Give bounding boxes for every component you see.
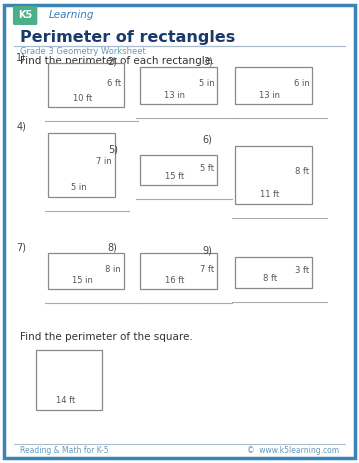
- Text: 15 ft: 15 ft: [165, 172, 185, 181]
- Text: 7 ft: 7 ft: [200, 265, 214, 274]
- Text: ©  www.k5learning.com: © www.k5learning.com: [247, 446, 339, 456]
- Text: 6): 6): [203, 135, 213, 145]
- Text: 3 ft: 3 ft: [295, 266, 309, 275]
- Text: Find the perimeter of the square.: Find the perimeter of the square.: [20, 332, 192, 342]
- Text: Find the perimeter of each rectangle.: Find the perimeter of each rectangle.: [20, 56, 214, 66]
- Text: 14 ft: 14 ft: [56, 396, 75, 405]
- Text: K5: K5: [18, 10, 32, 20]
- Text: 16 ft: 16 ft: [165, 276, 185, 285]
- FancyBboxPatch shape: [13, 6, 37, 25]
- Text: 9): 9): [203, 245, 213, 256]
- Text: 3): 3): [203, 56, 213, 66]
- Bar: [235, 257, 312, 288]
- Text: 13 in: 13 in: [164, 91, 185, 100]
- Bar: [48, 133, 115, 197]
- Bar: [140, 253, 217, 289]
- Text: 8 in: 8 in: [105, 265, 121, 274]
- Text: 8): 8): [108, 242, 118, 252]
- Text: 5): 5): [108, 144, 118, 154]
- Text: 7): 7): [16, 242, 26, 252]
- Text: 13 in: 13 in: [260, 91, 280, 100]
- Text: 5 ft: 5 ft: [200, 164, 214, 173]
- Text: 8 ft: 8 ft: [263, 275, 277, 283]
- Text: Learning: Learning: [48, 10, 94, 20]
- Text: 2): 2): [108, 56, 118, 66]
- Text: 5 in: 5 in: [70, 183, 86, 192]
- Text: Reading & Math for K-5: Reading & Math for K-5: [20, 446, 108, 456]
- Text: 7 in: 7 in: [96, 157, 112, 166]
- Text: 10 ft: 10 ft: [73, 94, 92, 103]
- Text: 6 in: 6 in: [294, 79, 309, 88]
- Text: 5 in: 5 in: [199, 79, 214, 88]
- Bar: [48, 253, 124, 289]
- Text: Perimeter of rectangles: Perimeter of rectangles: [20, 31, 235, 45]
- Text: 8 ft: 8 ft: [295, 168, 309, 176]
- Bar: [235, 146, 312, 204]
- Text: 15 in: 15 in: [72, 276, 93, 285]
- Text: 6 ft: 6 ft: [107, 79, 121, 88]
- Text: 4): 4): [16, 122, 26, 132]
- Bar: [36, 350, 102, 410]
- Bar: [48, 63, 124, 107]
- Text: 11 ft: 11 ft: [260, 190, 280, 199]
- Bar: [235, 67, 312, 104]
- Bar: [140, 67, 217, 104]
- Bar: [140, 155, 217, 185]
- Text: Grade 3 Geometry Worksheet: Grade 3 Geometry Worksheet: [20, 47, 145, 56]
- Text: 1): 1): [16, 52, 26, 63]
